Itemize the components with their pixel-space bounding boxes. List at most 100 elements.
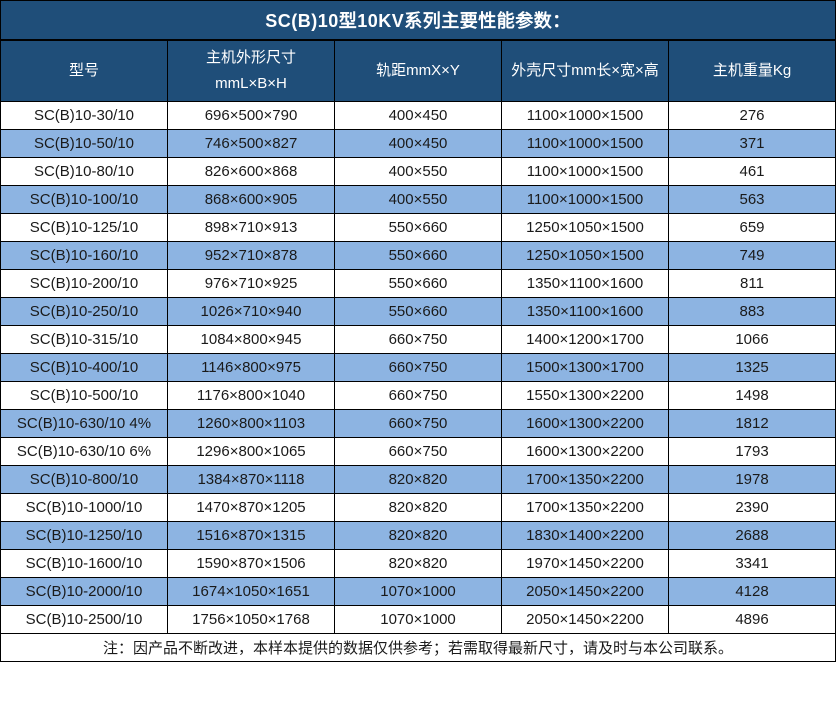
table-cell: SC(B)10-500/10 (0, 381, 168, 410)
table-cell: 2050×1450×2200 (501, 577, 669, 606)
table-row: SC(B)10-250/10 1026×710×940 550×660 1350×11… (0, 297, 836, 326)
table-row: SC(B)10-2000/10 1674×1050×1651 1070×1000 20… (0, 577, 836, 606)
table-cell: SC(B)10-630/10 4% (0, 409, 168, 438)
table-cell: 1100×1000×1500 (501, 157, 669, 186)
table-cell: 976×710×925 (167, 269, 335, 298)
table-cell: 400×550 (334, 157, 502, 186)
table-cell: SC(B)10-2000/10 (0, 577, 168, 606)
table-cell: 660×750 (334, 409, 502, 438)
table-cell: SC(B)10-250/10 (0, 297, 168, 326)
table-row: SC(B)10-630/10 6% 1296×800×1065 660×750 160… (0, 437, 836, 466)
table-cell: 659 (668, 213, 836, 242)
table-cell: 1700×1350×2200 (501, 465, 669, 494)
table-row: SC(B)10-800/10 1384×870×1118 820×820 1700×1… (0, 465, 836, 494)
table-cell: 696×500×790 (167, 101, 335, 130)
table-cell: 660×750 (334, 353, 502, 382)
table-row: SC(B)10-80/10 826×600×868 400×550 1100×1000… (0, 157, 836, 186)
table-cell: 1250×1050×1500 (501, 213, 669, 242)
table-cell: SC(B)10-125/10 (0, 213, 168, 242)
title-row: SC(B)10型10KV系列主要性能参数： (0, 0, 836, 41)
table-cell: 1970×1450×2200 (501, 549, 669, 578)
table-cell: SC(B)10-50/10 (0, 129, 168, 158)
table-row: SC(B)10-30/10 696×500×790 400×450 1100×1000… (0, 101, 836, 130)
table-row: SC(B)10-160/10 952×710×878 550×660 1250×105… (0, 241, 836, 270)
table-row: SC(B)10-100/10 868×600×905 400×550 1100×100… (0, 185, 836, 214)
table-cell: 3341 (668, 549, 836, 578)
table-cell: 1978 (668, 465, 836, 494)
table-cell: SC(B)10-1000/10 (0, 493, 168, 522)
table-cell: 820×820 (334, 465, 502, 494)
table-cell: 550×660 (334, 213, 502, 242)
table-cell: 2688 (668, 521, 836, 550)
table-cell: 276 (668, 101, 836, 130)
table-row: SC(B)10-315/10 1084×800×945 660×750 1400×12… (0, 325, 836, 354)
column-header-body-size: 主机外形尺寸 mmL×B×H (167, 39, 335, 102)
table-cell: 1400×1200×1700 (501, 325, 669, 354)
table-cell: 1674×1050×1651 (167, 577, 335, 606)
table-cell: SC(B)10-160/10 (0, 241, 168, 270)
table-cell: 820×820 (334, 521, 502, 550)
table-cell: SC(B)10-1600/10 (0, 549, 168, 578)
table-row: SC(B)10-630/10 4% 1260×800×1103 660×750 160… (0, 409, 836, 438)
table-row: SC(B)10-50/10 746×500×827 400×450 1100×1000… (0, 129, 836, 158)
table-body: SC(B)10-30/10 696×500×790 400×450 1100×1000… (0, 101, 836, 634)
table-cell: 749 (668, 241, 836, 270)
table-cell: 1250×1050×1500 (501, 241, 669, 270)
table-cell: 898×710×913 (167, 213, 335, 242)
table-cell: 746×500×827 (167, 129, 335, 158)
note-row: 注：因产品不断改进，本样本提供的数据仅供参考；若需取得最新尺寸，请及时与本公司联… (0, 633, 836, 662)
table-row: SC(B)10-1250/10 1516×870×1315 820×820 1830×… (0, 521, 836, 550)
table-cell: 1350×1100×1600 (501, 297, 669, 326)
table-cell: 952×710×878 (167, 241, 335, 270)
table-cell: SC(B)10-315/10 (0, 325, 168, 354)
table-cell: 1070×1000 (334, 577, 502, 606)
table-cell: 1100×1000×1500 (501, 185, 669, 214)
table-cell: SC(B)10-200/10 (0, 269, 168, 298)
table-cell: 400×550 (334, 185, 502, 214)
header-row: 型号 主机外形尺寸 mmL×B×H 轨距mmX×Y 外壳尺寸mm长×宽×高 主机… (0, 39, 836, 102)
table-cell: 1550×1300×2200 (501, 381, 669, 410)
table-cell: 1516×870×1315 (167, 521, 335, 550)
table-cell: 1176×800×1040 (167, 381, 335, 410)
table-cell: SC(B)10-80/10 (0, 157, 168, 186)
table-cell: 1812 (668, 409, 836, 438)
table-cell: 1756×1050×1768 (167, 605, 335, 634)
table-cell: 660×750 (334, 325, 502, 354)
table-cell: 550×660 (334, 241, 502, 270)
table-cell: SC(B)10-100/10 (0, 185, 168, 214)
footnote: 注：因产品不断改进，本样本提供的数据仅供参考；若需取得最新尺寸，请及时与本公司联… (0, 633, 836, 662)
column-header-weight: 主机重量Kg (668, 39, 836, 102)
table-cell: 1498 (668, 381, 836, 410)
table-cell: 1084×800×945 (167, 325, 335, 354)
table-row: SC(B)10-1600/10 1590×870×1506 820×820 1970×… (0, 549, 836, 578)
table-cell: 1793 (668, 437, 836, 466)
table-cell: 1100×1000×1500 (501, 129, 669, 158)
table-cell: 1830×1400×2200 (501, 521, 669, 550)
table-cell: SC(B)10-400/10 (0, 353, 168, 382)
column-header-enclosure-size: 外壳尺寸mm长×宽×高 (501, 39, 669, 102)
table-row: SC(B)10-125/10 898×710×913 550×660 1250×105… (0, 213, 836, 242)
spec-sheet: SC(B)10型10KV系列主要性能参数： 型号 主机外形尺寸 mmL×B×H … (0, 0, 836, 662)
table-row: SC(B)10-1000/10 1470×870×1205 820×820 1700×… (0, 493, 836, 522)
table-cell: 1600×1300×2200 (501, 437, 669, 466)
table-cell: 1070×1000 (334, 605, 502, 634)
table-cell: 1470×870×1205 (167, 493, 335, 522)
table-cell: 820×820 (334, 549, 502, 578)
table-cell: 1146×800×975 (167, 353, 335, 382)
table-cell: 400×450 (334, 101, 502, 130)
table-cell: 660×750 (334, 381, 502, 410)
table-cell: 883 (668, 297, 836, 326)
table-cell: 1066 (668, 325, 836, 354)
table-cell: 4896 (668, 605, 836, 634)
table-cell: 660×750 (334, 437, 502, 466)
table-cell: 1600×1300×2200 (501, 409, 669, 438)
table-cell: 868×600×905 (167, 185, 335, 214)
table-cell: 1350×1100×1600 (501, 269, 669, 298)
table-cell: 563 (668, 185, 836, 214)
table-row: SC(B)10-2500/10 1756×1050×1768 1070×1000 20… (0, 605, 836, 634)
table-cell: SC(B)10-630/10 6% (0, 437, 168, 466)
table-cell: 820×820 (334, 493, 502, 522)
table-row: SC(B)10-500/10 1176×800×1040 660×750 1550×1… (0, 381, 836, 410)
table-cell: SC(B)10-2500/10 (0, 605, 168, 634)
table-cell: 550×660 (334, 297, 502, 326)
